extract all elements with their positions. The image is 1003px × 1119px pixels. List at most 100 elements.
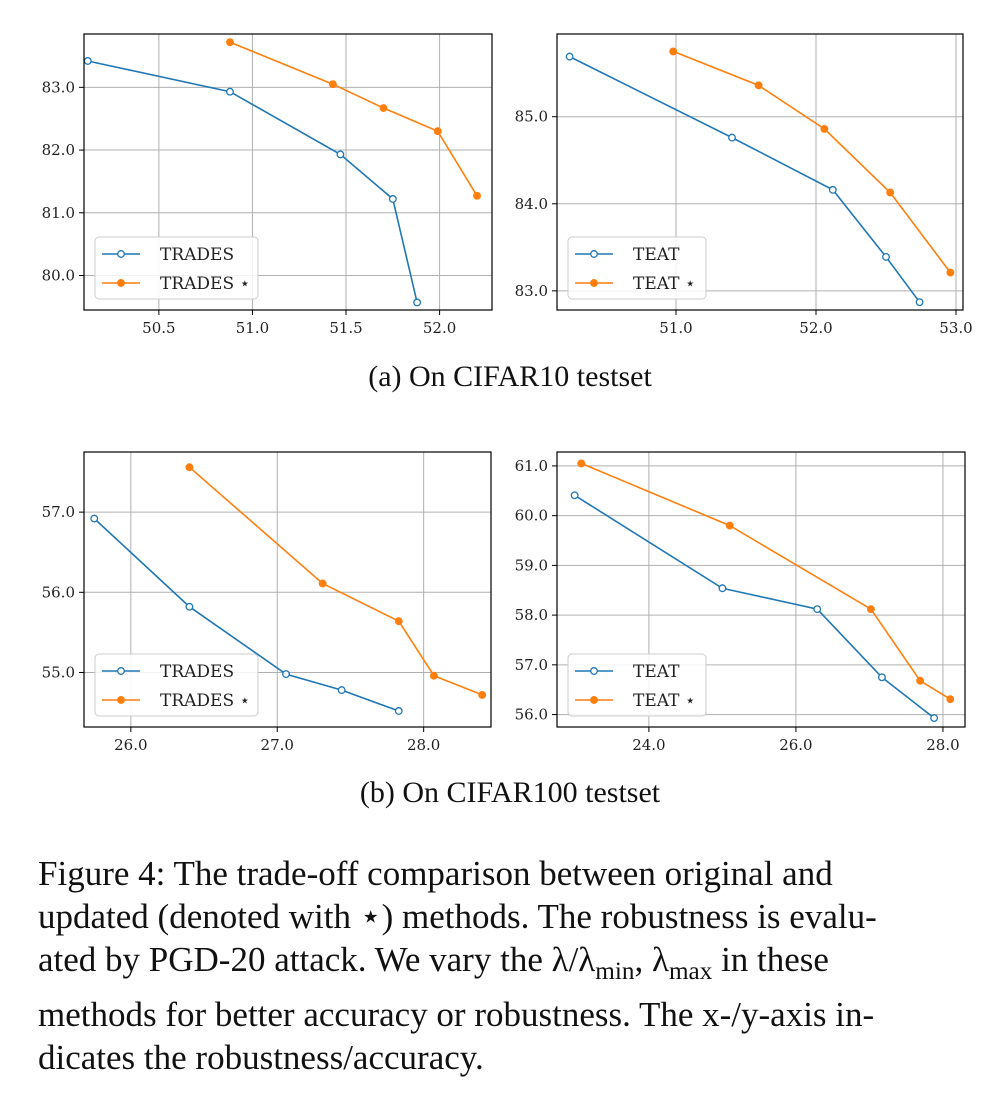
caption-line-4: methods for better accuracy or robustnes… xyxy=(38,995,875,1034)
legend-label: TEAT xyxy=(633,662,680,682)
data-point xyxy=(433,127,442,136)
y-tick-label: 85.0 xyxy=(515,108,548,126)
caption-line-5: dicates the robustness/accuracy. xyxy=(38,1038,484,1077)
data-point xyxy=(577,459,586,468)
caption-lambda-min-sub: min xyxy=(595,958,635,985)
data-point xyxy=(565,52,574,61)
data-point xyxy=(946,268,955,277)
data-point xyxy=(328,80,337,89)
data-point xyxy=(877,673,886,682)
legend-label: TEAT xyxy=(633,245,680,265)
y-tick-label: 83.0 xyxy=(515,282,548,300)
data-point xyxy=(946,695,955,704)
x-tick-label: 26.0 xyxy=(114,736,147,754)
caption-line-3-start: ated by PGD-20 attack. We vary the λ/λ xyxy=(38,940,596,979)
data-point xyxy=(429,671,438,680)
data-point xyxy=(394,617,403,626)
data-point xyxy=(570,491,579,500)
plot-frame xyxy=(83,33,493,311)
x-tick-label: 28.0 xyxy=(407,736,440,754)
subcaption-b: (b) On CIFAR100 testset xyxy=(360,776,661,809)
y-tick-label: 56.0 xyxy=(515,706,548,724)
data-point xyxy=(282,670,290,679)
series-line-updated xyxy=(672,50,952,274)
data-point xyxy=(394,707,403,715)
legend-label: TEAT ⋆ xyxy=(633,691,695,711)
y-tick-label: 57.0 xyxy=(515,656,548,674)
chart-b-left: 26.0 27.0 28.0 55.0 56.0 57.0 TRADES TRADES ⋆ xyxy=(42,451,492,754)
subcaption-a: (a) On CIFAR10 testset xyxy=(368,360,652,393)
legend-marker xyxy=(117,279,125,287)
x-tick-label: 26.0 xyxy=(779,736,812,754)
data-point xyxy=(915,298,924,307)
x-tick-label: 27.0 xyxy=(261,736,294,754)
legend-marker xyxy=(590,696,598,704)
caption-line-1: Figure 4: The trade-off comparison betwe… xyxy=(38,854,833,893)
y-tick-label: 83.0 xyxy=(42,78,75,96)
plot-frame xyxy=(556,451,966,728)
x-tick-label: 52.0 xyxy=(799,319,832,337)
y-tick-label: 57.0 xyxy=(42,503,75,521)
data-point xyxy=(916,676,925,685)
chart-b-right: 24.0 26.0 28.0 56.0 57.0 58.0 59.0 60.0 61.0 TEAT… xyxy=(515,451,966,754)
y-tick-label: 60.0 xyxy=(515,507,548,525)
legend-marker xyxy=(590,250,598,258)
figure-panels: (a) On CIFAR10 testset (b) On CIFAR100 t… xyxy=(42,33,973,809)
data-point xyxy=(185,463,194,472)
data-point xyxy=(718,584,727,593)
data-point xyxy=(83,57,92,65)
data-point xyxy=(337,686,346,695)
data-point xyxy=(813,605,822,614)
data-point xyxy=(90,514,99,523)
legend: TEAT TEAT ⋆ xyxy=(567,236,707,300)
legend-label: TRADES ⋆ xyxy=(160,691,250,711)
y-tick-label: 56.0 xyxy=(42,583,75,601)
caption-line-2: updated (denoted with ⋆) methods. The ro… xyxy=(38,897,877,936)
x-tick-label: 53.0 xyxy=(939,319,972,337)
caption-lambda-max-sub: max xyxy=(668,958,713,985)
x-tick-label: 50.5 xyxy=(142,319,175,337)
legend: TEAT TEAT ⋆ xyxy=(567,653,707,717)
figure-caption: Figure 4: The trade-off comparison betwe… xyxy=(38,852,978,1079)
y-tick-label: 80.0 xyxy=(42,267,75,285)
legend-marker xyxy=(117,250,125,258)
caption-line-3-end: in these xyxy=(712,940,829,979)
legend: TRADES TRADES ⋆ xyxy=(94,653,259,717)
data-point xyxy=(379,104,388,112)
legend-label: TRADES ⋆ xyxy=(160,274,250,294)
legend-marker xyxy=(117,696,125,704)
data-point xyxy=(754,81,763,90)
data-point xyxy=(728,133,736,142)
legend-label: TRADES xyxy=(160,662,234,682)
caption-line-3: ated by PGD-20 attack. We vary the λ/λmi… xyxy=(38,938,978,993)
data-point xyxy=(185,602,194,611)
y-tick-label: 55.0 xyxy=(42,663,75,681)
y-tick-label: 81.0 xyxy=(42,204,75,222)
legend-label: TRADES xyxy=(160,245,234,265)
x-tick-label: 51.0 xyxy=(659,319,692,337)
data-point xyxy=(388,195,397,203)
plot-frame xyxy=(83,451,492,728)
data-point xyxy=(669,47,678,56)
y-tick-label: 58.0 xyxy=(515,606,548,624)
legend-marker xyxy=(117,667,125,675)
legend-label: TEAT ⋆ xyxy=(633,274,695,294)
plot-frame xyxy=(556,33,964,311)
legend-marker xyxy=(590,279,598,287)
data-point xyxy=(473,191,481,200)
data-point xyxy=(226,87,234,96)
data-point xyxy=(820,124,829,133)
y-tick-label: 61.0 xyxy=(515,457,548,475)
data-point xyxy=(828,185,837,194)
x-tick-label: 28.0 xyxy=(926,736,959,754)
data-point xyxy=(866,605,875,614)
legend-marker xyxy=(590,667,598,675)
data-point xyxy=(886,188,895,197)
chart-a-right: 51.0 52.0 53.0 83.0 84.0 85.0 TEAT TEAT ⋆ xyxy=(515,33,973,337)
x-tick-label: 52.0 xyxy=(423,319,456,337)
data-point xyxy=(725,521,734,530)
x-tick-label: 51.0 xyxy=(236,319,269,337)
caption-line-3-mid: , λ xyxy=(634,940,669,979)
y-tick-label: 59.0 xyxy=(515,556,548,574)
data-point xyxy=(336,150,345,159)
